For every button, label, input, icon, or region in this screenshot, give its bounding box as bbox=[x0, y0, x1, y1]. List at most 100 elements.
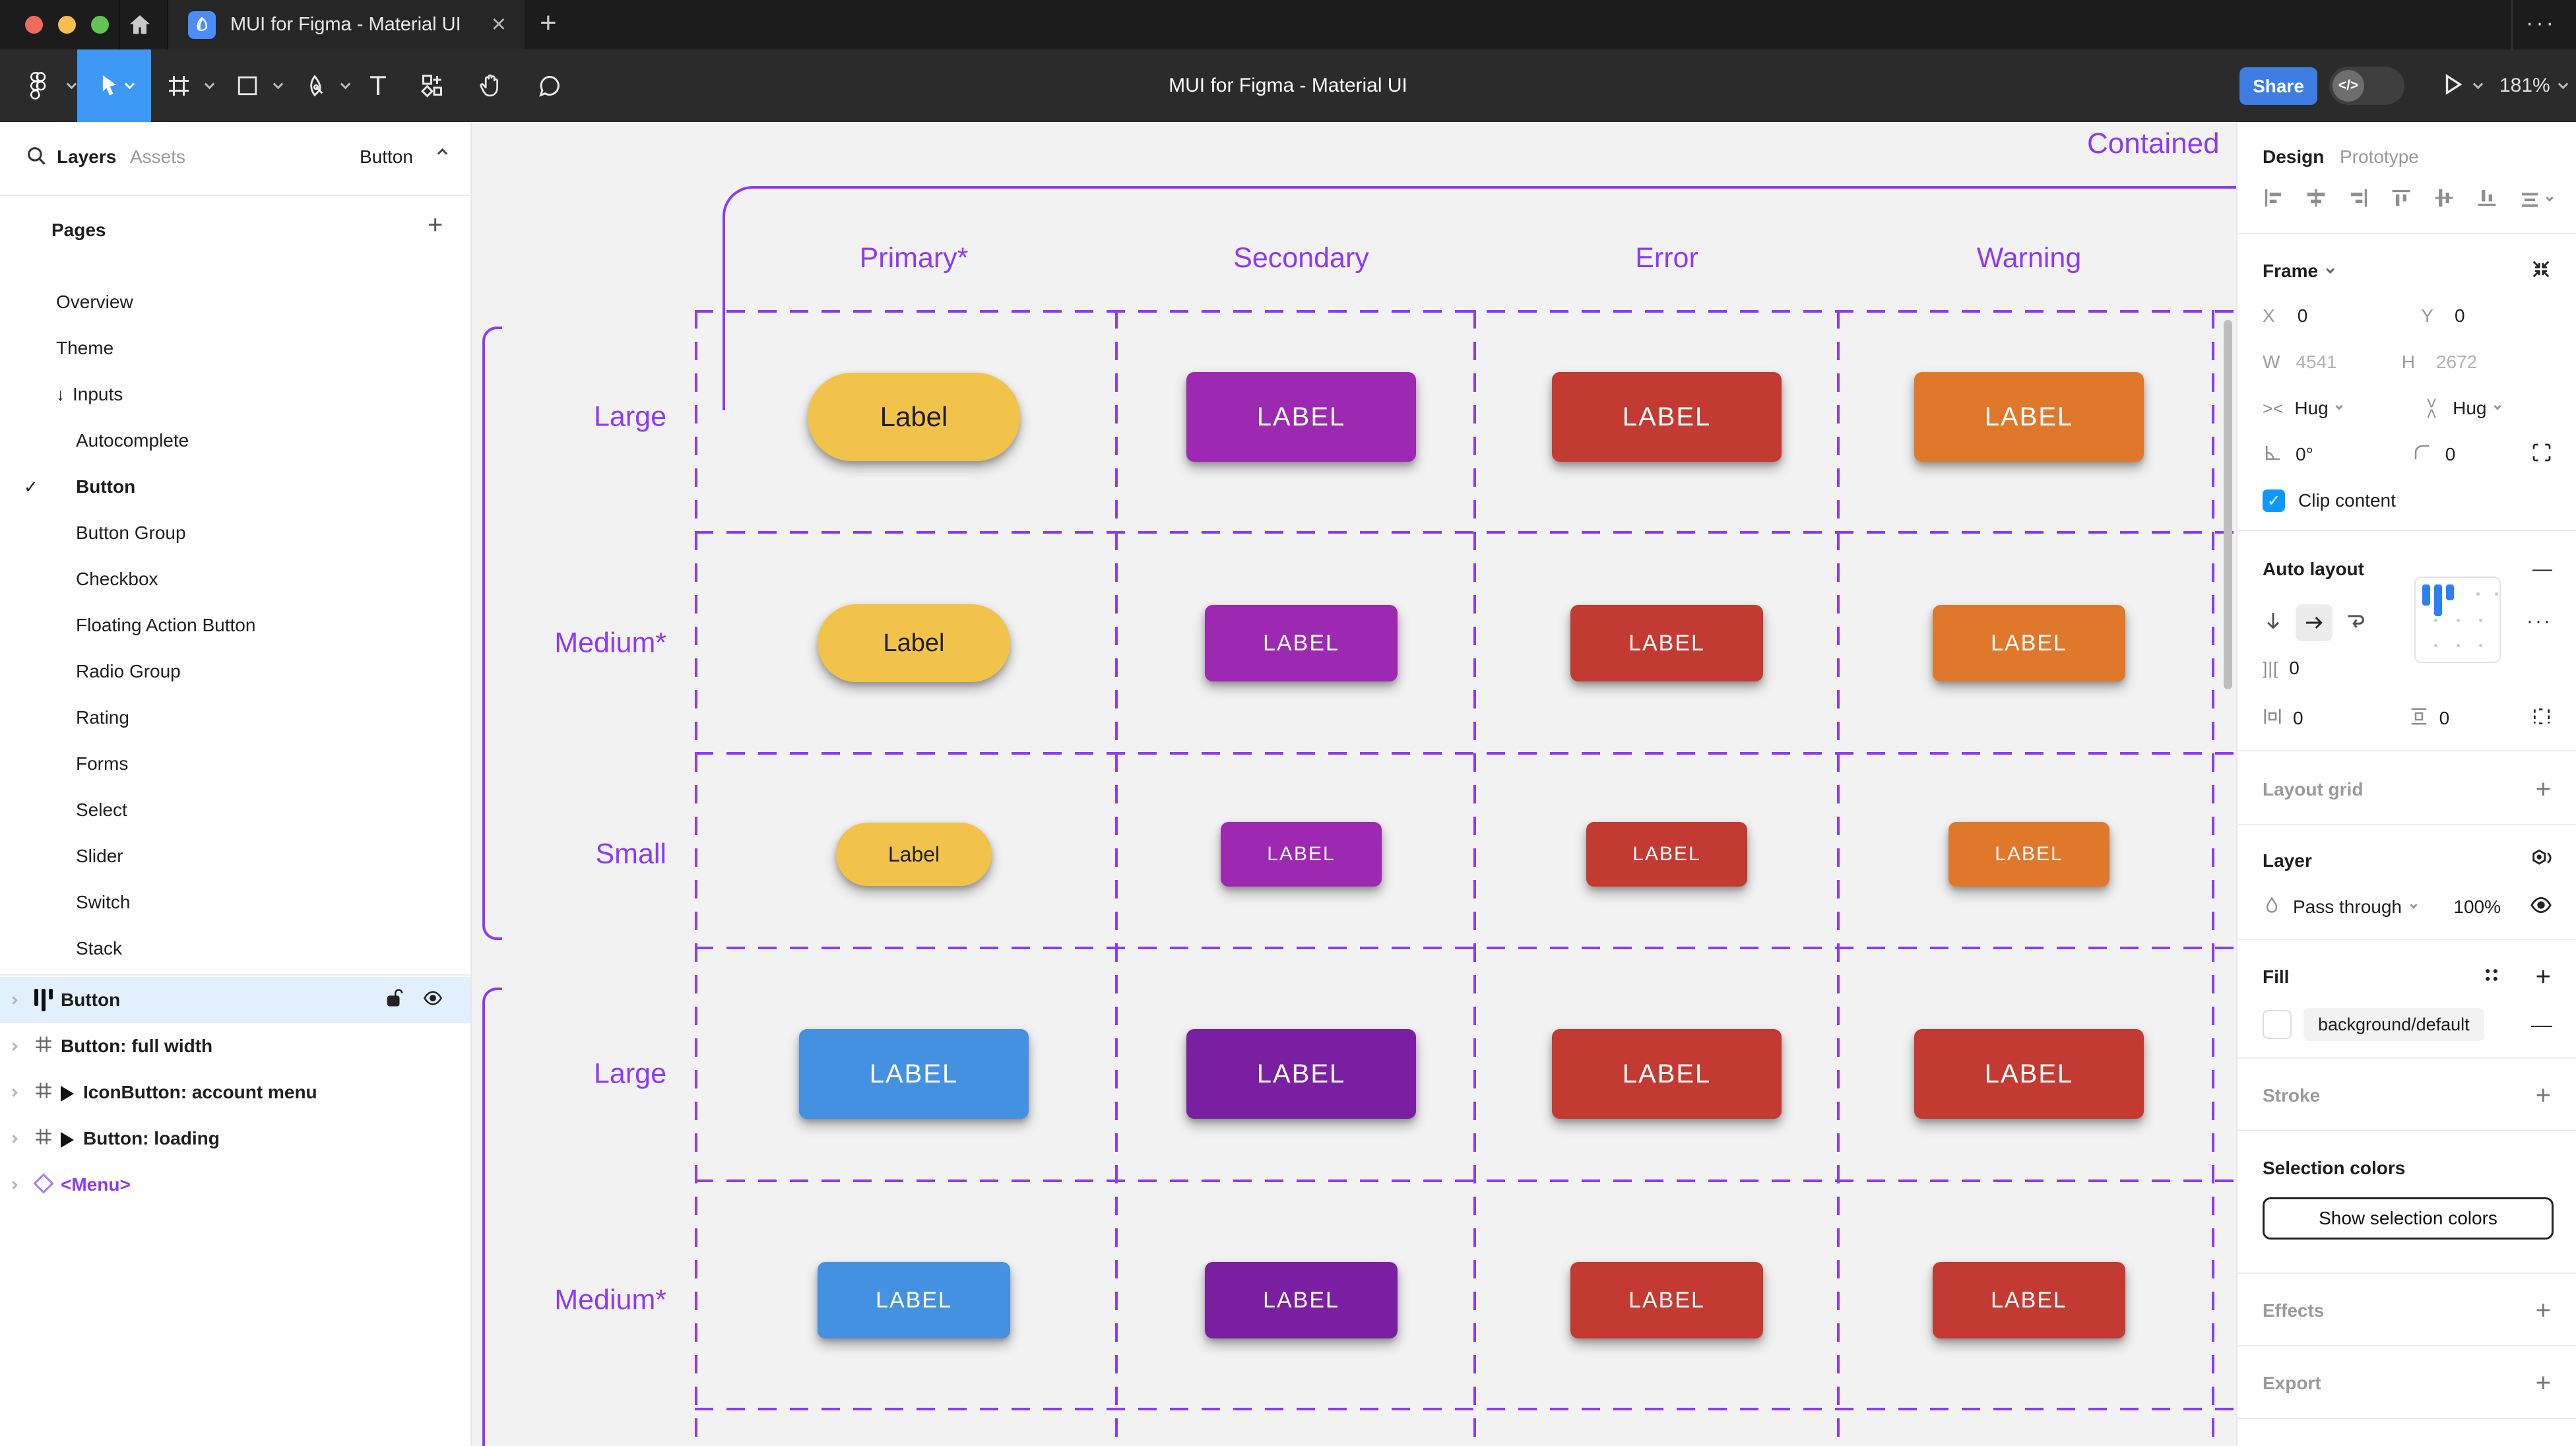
hug-horizontal-select[interactable]: Hug bbox=[2294, 398, 2329, 418]
canvas-button-medium-warning[interactable]: LABEL bbox=[1933, 1262, 2125, 1338]
search-icon[interactable] bbox=[25, 144, 48, 170]
align-bottom-icon[interactable] bbox=[2476, 187, 2497, 213]
pen-tool-chevron-icon[interactable] bbox=[333, 49, 351, 122]
browser-tab[interactable]: MUI for Figma - Material UI × bbox=[168, 0, 525, 49]
direction-right-icon-selected[interactable] bbox=[2296, 604, 2333, 641]
chevron-right-icon[interactable] bbox=[9, 1180, 18, 1189]
h-input[interactable]: 2672 bbox=[2435, 352, 2478, 372]
independent-padding-icon[interactable] bbox=[2531, 706, 2552, 732]
blend-mode-icon[interactable] bbox=[2530, 848, 2552, 875]
chevron-up-icon[interactable] bbox=[437, 148, 448, 159]
align-top-icon[interactable] bbox=[2391, 187, 2412, 213]
tab-layers[interactable]: Layers bbox=[57, 146, 117, 167]
align-h-center-icon[interactable] bbox=[2305, 187, 2327, 213]
sidebar-page-checkbox[interactable]: Checkbox bbox=[0, 556, 470, 602]
canvas-button-medium-error[interactable]: LABEL bbox=[1570, 1262, 1763, 1338]
sidebar-page-inputs[interactable]: ↓ Inputs bbox=[0, 371, 470, 418]
y-input[interactable]: 0 bbox=[2454, 305, 2465, 326]
canvas-scrollbar[interactable] bbox=[2224, 320, 2232, 689]
canvas-button-medium-primary[interactable]: LABEL bbox=[818, 1262, 1010, 1338]
show-selection-colors-button[interactable]: Show selection colors bbox=[2263, 1197, 2554, 1240]
w-input[interactable]: 4541 bbox=[2296, 352, 2337, 372]
chevron-right-icon[interactable] bbox=[9, 1088, 18, 1097]
zoom-level-value[interactable]: 181% bbox=[2499, 75, 2550, 96]
sidebar-page-stack[interactable]: Stack bbox=[0, 926, 470, 972]
canvas-button-medium-primary[interactable]: Label bbox=[818, 604, 1010, 682]
checkbox-checked-icon[interactable]: ✓ bbox=[2263, 489, 2285, 512]
sidebar-page-radio-group[interactable]: Radio Group bbox=[0, 648, 470, 695]
opacity-input[interactable]: 100% bbox=[2453, 896, 2501, 917]
sidebar-page-button-group[interactable]: Button Group bbox=[0, 510, 470, 556]
frame-tool-chevron-icon[interactable] bbox=[197, 49, 215, 122]
actions-tool-icon[interactable] bbox=[414, 49, 450, 122]
add-export-button[interactable]: + bbox=[2535, 1368, 2551, 1398]
frame-title-label[interactable]: Contained bbox=[2087, 127, 2220, 160]
blend-mode-select[interactable]: Pass through bbox=[2293, 896, 2402, 917]
padding-vertical-input[interactable]: 0 bbox=[2439, 708, 2450, 728]
window-close-button[interactable] bbox=[25, 16, 43, 34]
layer-row-button-loading[interactable]: Button: loading bbox=[0, 1116, 470, 1162]
add-page-button[interactable]: + bbox=[428, 210, 443, 239]
unlock-icon[interactable] bbox=[386, 988, 403, 1013]
clip-content-row[interactable]: ✓ Clip content bbox=[2263, 482, 2552, 519]
canvas-button-large-error[interactable]: LABEL bbox=[1552, 1029, 1782, 1119]
add-stroke-button[interactable]: + bbox=[2535, 1081, 2551, 1110]
tab-assets[interactable]: Assets bbox=[130, 146, 186, 167]
wrap-icon[interactable] bbox=[2344, 610, 2367, 637]
canvas-button-medium-secondary[interactable]: LABEL bbox=[1205, 1262, 1398, 1338]
tab-prototype[interactable]: Prototype bbox=[2340, 146, 2419, 167]
window-zoom-button[interactable] bbox=[91, 16, 109, 34]
layer-row-iconbutton-account-menu[interactable]: IconButton: account menu bbox=[0, 1069, 470, 1116]
fill-color-swatch[interactable] bbox=[2263, 1010, 2292, 1039]
design-canvas[interactable]: Contained Primary* Secondary Error Warning … bbox=[472, 122, 2236, 1446]
hug-vertical-select[interactable]: Hug bbox=[2453, 398, 2487, 418]
sidebar-page-theme[interactable]: Theme bbox=[0, 325, 470, 371]
canvas-button-large-secondary[interactable]: LABEL bbox=[1186, 1029, 1416, 1119]
hand-tool-icon[interactable] bbox=[472, 49, 508, 122]
tab-design[interactable]: Design bbox=[2263, 146, 2325, 167]
canvas-button-large-warning[interactable]: LABEL bbox=[1914, 1029, 2144, 1119]
independent-corners-icon[interactable] bbox=[2531, 442, 2552, 468]
text-tool-icon[interactable]: T bbox=[370, 70, 387, 101]
canvas-button-medium-secondary[interactable]: LABEL bbox=[1205, 605, 1398, 681]
chevron-right-icon[interactable] bbox=[9, 1134, 18, 1143]
distribute-icon[interactable] bbox=[2519, 189, 2554, 210]
rectangle-tool-chevron-icon[interactable] bbox=[265, 49, 284, 122]
align-right-icon[interactable] bbox=[2348, 187, 2369, 213]
present-play-icon[interactable] bbox=[2441, 73, 2464, 99]
sidebar-page-button[interactable]: ✓ Button bbox=[0, 464, 470, 510]
x-input[interactable]: 0 bbox=[2297, 305, 2308, 326]
padding-horizontal-input[interactable]: 0 bbox=[2293, 708, 2303, 728]
canvas-button-medium-error[interactable]: LABEL bbox=[1570, 605, 1763, 681]
alignment-grid-widget[interactable] bbox=[2414, 577, 2501, 663]
sidebar-page-forms[interactable]: Forms bbox=[0, 741, 470, 787]
styles-icon[interactable] bbox=[2482, 966, 2501, 989]
comment-tool-icon[interactable] bbox=[532, 49, 567, 122]
zoom-chevron-icon[interactable] bbox=[2558, 79, 2569, 89]
canvas-button-medium-warning[interactable]: LABEL bbox=[1933, 605, 2125, 681]
canvas-button-small-primary[interactable]: Label bbox=[836, 823, 992, 886]
align-v-center-icon[interactable] bbox=[2433, 187, 2455, 213]
eye-icon[interactable] bbox=[422, 988, 444, 1013]
selection-dropdown[interactable]: Button bbox=[360, 146, 413, 167]
layer-row-button-full-width[interactable]: Button: full width bbox=[0, 1023, 470, 1069]
pen-tool-icon[interactable] bbox=[298, 49, 331, 122]
sidebar-page-switch[interactable]: Switch bbox=[0, 879, 470, 926]
chevron-right-icon[interactable] bbox=[9, 1042, 18, 1051]
remove-auto-layout-button[interactable]: — bbox=[2532, 558, 2552, 580]
gap-input[interactable]: 0 bbox=[2289, 658, 2300, 678]
layer-row--menu-[interactable]: <Menu> bbox=[0, 1162, 470, 1208]
share-button[interactable]: Share bbox=[2239, 67, 2317, 105]
file-title[interactable]: MUI for Figma - Material UI bbox=[1169, 75, 1407, 96]
add-effect-button[interactable]: + bbox=[2535, 1296, 2551, 1325]
direction-down-icon[interactable] bbox=[2263, 610, 2284, 636]
collapse-icon[interactable] bbox=[2530, 258, 2552, 285]
sidebar-page-autocomplete[interactable]: Autocomplete bbox=[0, 418, 470, 464]
present-chevron-icon[interactable] bbox=[2472, 79, 2484, 89]
corner-radius-input[interactable]: 0 bbox=[2445, 444, 2456, 464]
add-fill-button[interactable]: + bbox=[2535, 962, 2551, 991]
home-icon[interactable] bbox=[127, 12, 153, 42]
canvas-button-large-primary[interactable]: LABEL bbox=[799, 1029, 1029, 1119]
rotation-input[interactable]: 0° bbox=[2296, 444, 2313, 464]
layer-row-button[interactable]: Button bbox=[0, 977, 470, 1023]
